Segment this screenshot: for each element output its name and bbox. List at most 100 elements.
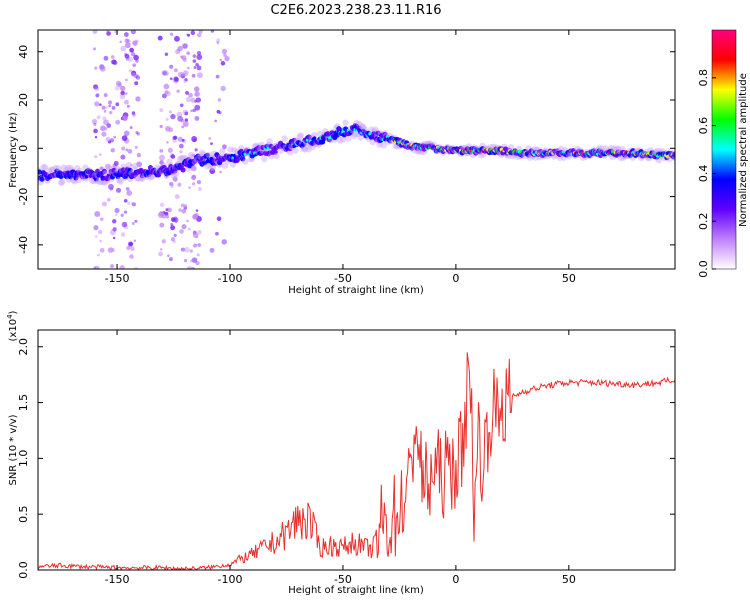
spectrogram-noise-point xyxy=(186,219,189,223)
spectrogram-noise-point xyxy=(130,52,136,57)
spectrogram-noise-point xyxy=(187,66,190,70)
spectrogram-noise-point xyxy=(133,54,139,61)
spectrogram-ridge-body xyxy=(204,152,211,159)
spectrogram-noise-point xyxy=(194,148,198,152)
spectrogram-noise-point xyxy=(120,90,125,96)
spectrogram-ridge-halo xyxy=(204,163,211,170)
spectrogram-ridge-halo xyxy=(301,146,309,153)
spectrogram-noise-point xyxy=(191,73,196,78)
spectrogram-noise-point xyxy=(93,266,97,269)
spectrogram-noise-point xyxy=(131,72,136,77)
spectrogram-noise-point xyxy=(102,116,107,121)
spectrogram-noise-point xyxy=(218,111,222,115)
spectrogram-noise-point xyxy=(194,92,199,97)
spectrogram-noise-point xyxy=(220,85,226,92)
spectrogram-noise-point xyxy=(101,131,107,137)
spectrogram-ridge-halo xyxy=(55,165,62,172)
spectrogram-noise-point xyxy=(136,132,140,136)
spectrogram-noise-point xyxy=(172,176,178,182)
spectrogram-noise-point xyxy=(174,194,180,200)
spectrogram-noise-point xyxy=(112,227,117,232)
spectrogram-noise-point xyxy=(96,115,101,120)
spectrogram-ridge-halo xyxy=(189,153,196,160)
spectrogram-noise-point xyxy=(210,142,213,146)
spectrogram-noise-point xyxy=(135,130,139,135)
spectrogram-noise-point xyxy=(111,106,116,110)
spectrogram-noise-point xyxy=(198,30,203,34)
spectrogram-noise-point xyxy=(181,55,187,61)
spectrogram-noise-point xyxy=(170,223,174,226)
spectrogram-ridge-halo xyxy=(221,162,229,169)
spectrogram-noise-point xyxy=(195,97,201,103)
spectrogram-noise-point xyxy=(182,43,188,49)
spectrogram-ridge-halo xyxy=(614,145,622,152)
spectrogram-noise-point xyxy=(179,150,183,154)
y-tick-label: 0 xyxy=(17,145,30,152)
spectrogram-noise-point xyxy=(134,81,139,86)
spectrogram-noise-point xyxy=(99,217,104,221)
spectrogram-noise-point xyxy=(216,38,221,43)
spectrogram-noise-point xyxy=(163,70,169,76)
spectrogram-noise-point xyxy=(188,92,193,98)
spectrogram-noise-point xyxy=(127,201,131,205)
colorbar-label: Normalized spectral amplitude xyxy=(738,73,749,227)
x-tick-label: 50 xyxy=(562,573,576,586)
spectrogram-noise-point xyxy=(114,207,120,214)
x-tick-label: 50 xyxy=(562,272,576,285)
spectrogram-noise-point xyxy=(191,257,198,263)
spectrogram-ridge-halo xyxy=(95,178,103,185)
spectrogram-ridge-halo xyxy=(117,178,124,185)
spectrogram-ridge-halo xyxy=(304,143,311,150)
spectrogram-noise-point xyxy=(103,55,109,61)
spectrogram-noise-point xyxy=(164,90,171,97)
snr-y-multiplier-close: ) xyxy=(8,310,19,314)
spectrogram-ridge-halo xyxy=(64,164,72,171)
spectrogram-noise-point xyxy=(188,186,191,189)
spectrogram-data xyxy=(38,30,675,269)
spectrogram-noise-point xyxy=(196,32,202,38)
spectrogram-noise-point xyxy=(181,209,186,214)
spectrogram-noise-point xyxy=(221,239,227,245)
spectrogram-noise-point xyxy=(157,35,163,41)
spectrogram-noise-point xyxy=(191,175,197,181)
spectrogram-ridge-halo xyxy=(40,164,47,171)
spectrogram-noise-point xyxy=(113,135,117,139)
spectrogram-noise-point xyxy=(166,141,169,144)
spectrogram-noise-point xyxy=(196,50,202,56)
snr-panel: -150 -100 -50 0 50 0.0 0.5 1.0 1.5 2.0 Height of… xyxy=(6,310,676,596)
spectrogram-ridge-body xyxy=(672,151,675,157)
spectrogram-ridge-halo xyxy=(59,178,66,186)
spectrogram-noise-point xyxy=(162,214,166,219)
spectrogram-ridge-body xyxy=(306,134,312,140)
spectrogram-ridge-body xyxy=(101,168,108,174)
spectrogram-noise-point xyxy=(177,136,183,142)
spectrogram-noise-point xyxy=(121,221,128,228)
snr-frame xyxy=(37,329,676,571)
spectrogram-noise-point xyxy=(179,229,184,234)
spectrogram-noise-point xyxy=(115,80,122,87)
spectrogram-noise-point xyxy=(127,56,134,62)
colorbar-tick-label: 0.8 xyxy=(697,69,710,87)
spectrogram-noise-point xyxy=(129,126,133,130)
spectrogram-ridge-halo xyxy=(296,133,303,141)
spectrogram-ridge-halo xyxy=(360,123,367,131)
colorbar-gradient xyxy=(711,29,737,270)
spectrogram-noise-point xyxy=(121,135,128,141)
spectrogram-noise-point xyxy=(195,261,200,266)
snr-y-ticks: 0.0 0.5 1.0 1.5 2.0 xyxy=(17,338,675,579)
spectrogram-noise-point xyxy=(158,154,165,161)
spectrogram-ridge-halo xyxy=(173,170,180,178)
spectrogram-noise-point xyxy=(224,55,230,62)
spectrogram-noise-point xyxy=(185,90,189,95)
y-tick-label: 1.0 xyxy=(17,450,30,468)
colorbar-tick-label: 0.2 xyxy=(697,212,710,230)
spectrogram-ridge-body xyxy=(371,130,377,137)
spectrogram-ridge-halo xyxy=(376,141,383,148)
spectrogram-noise-point xyxy=(194,116,200,121)
spectrogram-ridge-halo xyxy=(602,145,610,152)
spectrogram-noise-point xyxy=(172,136,177,141)
spectrogram-ridge-halo xyxy=(125,162,133,169)
spectrogram-noise-point xyxy=(136,161,143,168)
spectrogram-ridge-halo xyxy=(187,151,195,159)
